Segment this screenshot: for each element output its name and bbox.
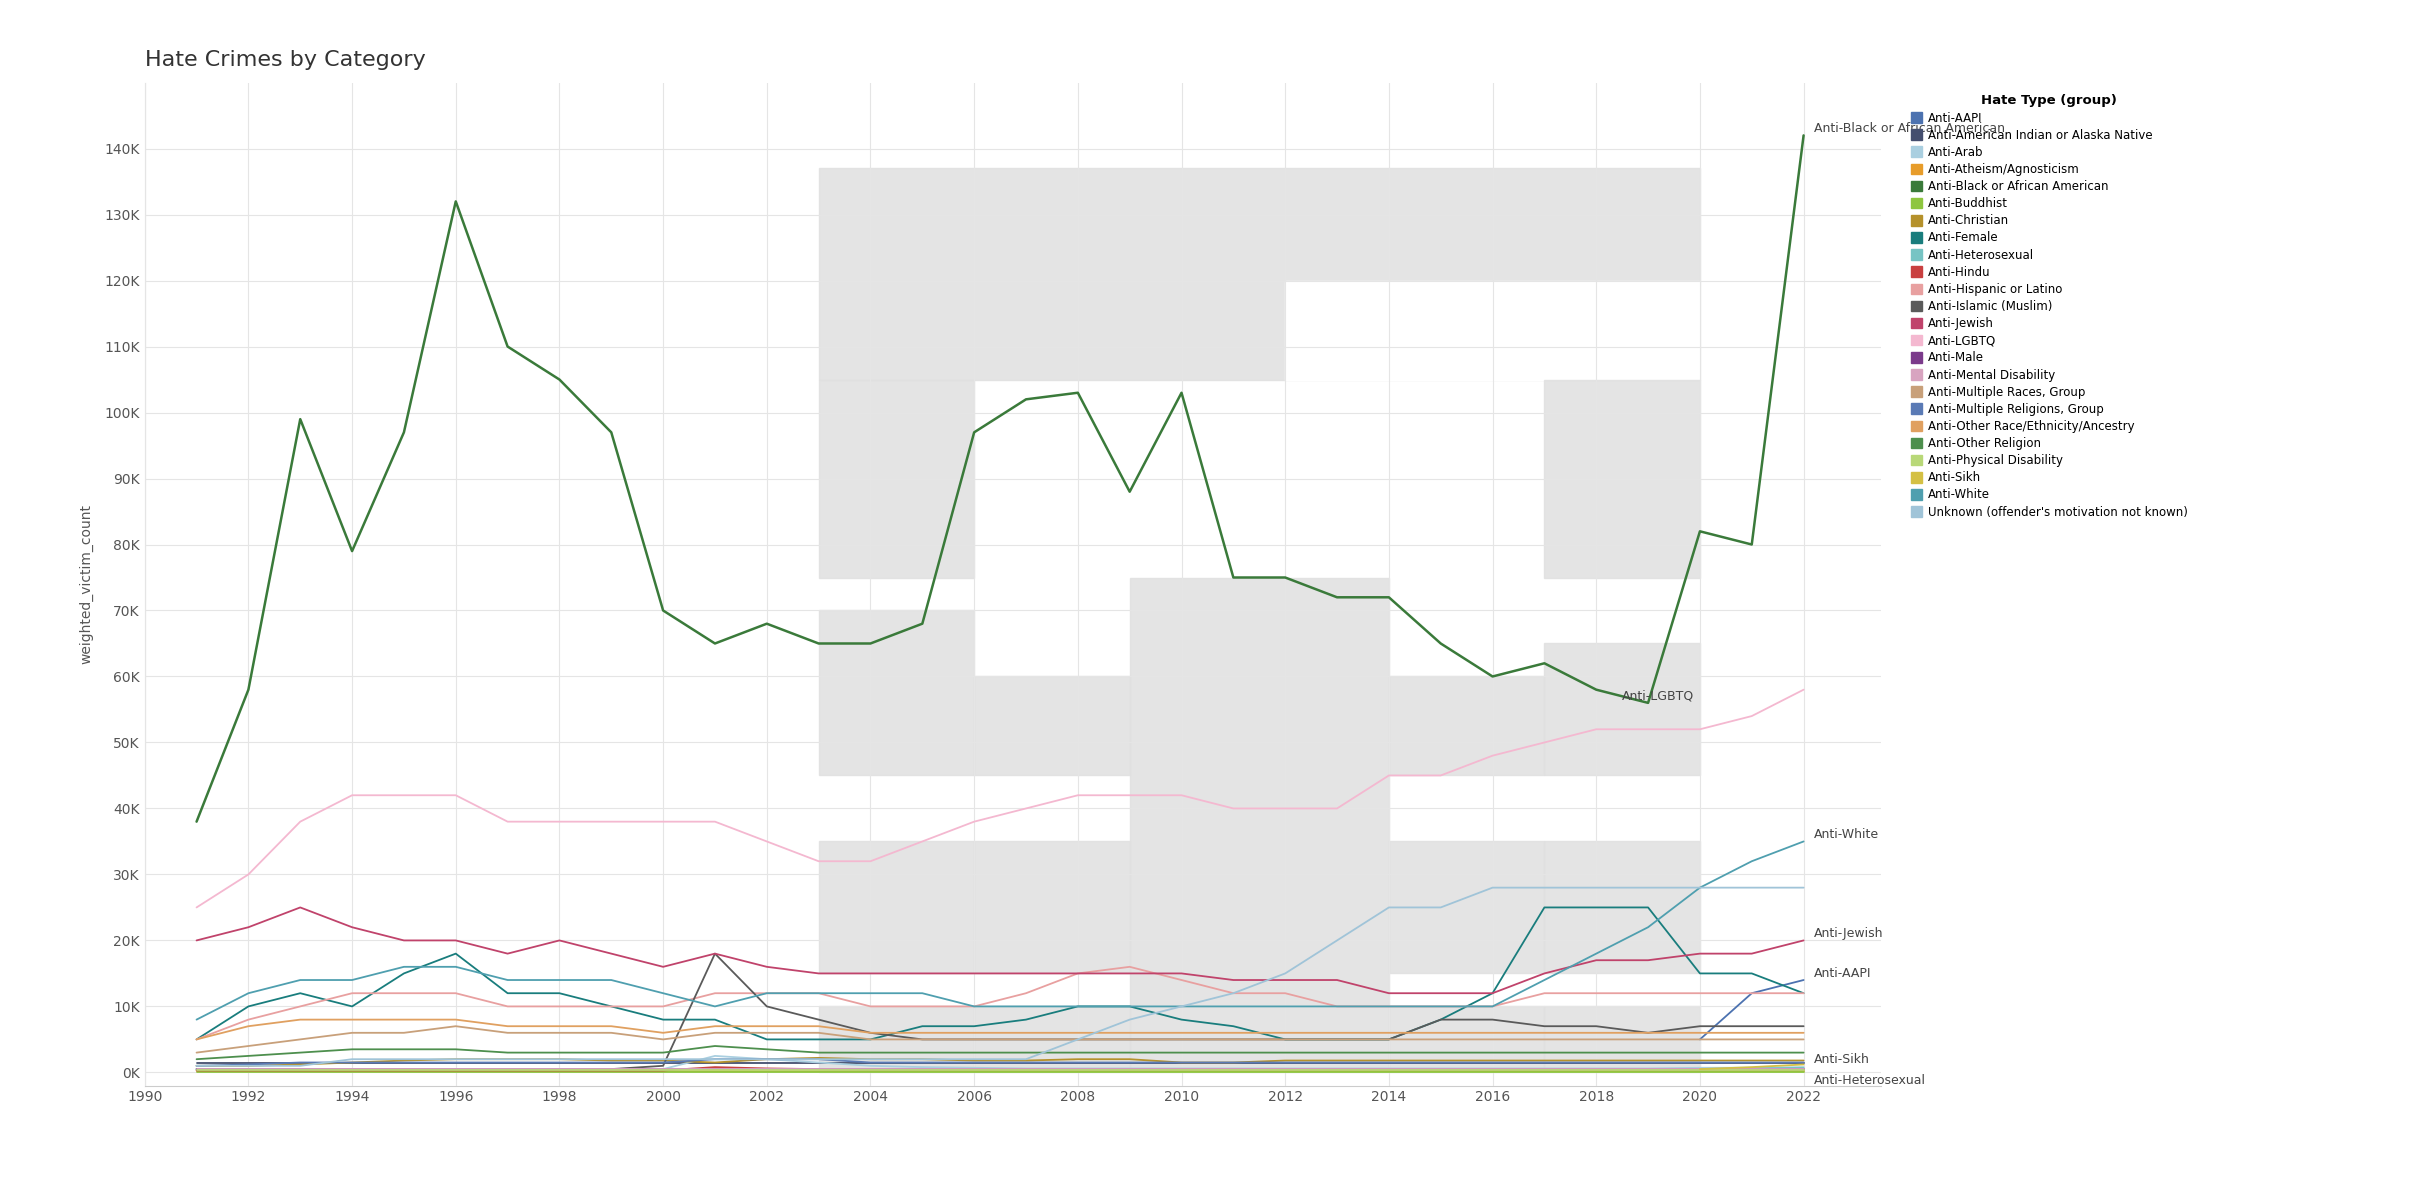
Legend: Anti-AAPI, Anti-American Indian or Alaska Native, Anti-Arab, Anti-Atheism/Agnost: Anti-AAPI, Anti-American Indian or Alask… bbox=[1905, 88, 2195, 524]
Bar bbox=[1389, 676, 1544, 775]
Bar bbox=[1129, 577, 1389, 1073]
Bar bbox=[1544, 643, 1700, 775]
Bar bbox=[818, 841, 974, 973]
Bar bbox=[1389, 841, 1544, 973]
Bar bbox=[1389, 1007, 1544, 1073]
Text: Anti-Sikh: Anti-Sikh bbox=[1814, 1053, 1869, 1066]
Bar bbox=[1544, 380, 1700, 577]
Text: Anti-AAPI: Anti-AAPI bbox=[1814, 966, 1872, 979]
Bar bbox=[818, 610, 974, 775]
Bar bbox=[1544, 841, 1700, 973]
Bar bbox=[974, 841, 1129, 973]
Bar bbox=[974, 676, 1129, 775]
Text: Anti-LGBTQ: Anti-LGBTQ bbox=[1623, 690, 1693, 703]
Bar bbox=[1286, 281, 1700, 380]
Bar bbox=[818, 169, 1700, 380]
Bar bbox=[818, 380, 974, 577]
Bar bbox=[974, 1007, 1129, 1073]
Text: Anti-Jewish: Anti-Jewish bbox=[1814, 927, 1884, 940]
Text: Anti-Heterosexual: Anti-Heterosexual bbox=[1814, 1074, 1925, 1087]
Text: Hate Crimes by Category: Hate Crimes by Category bbox=[145, 50, 425, 70]
Bar bbox=[1544, 1007, 1700, 1073]
Text: Anti-Black or African American: Anti-Black or African American bbox=[1814, 123, 2004, 136]
Y-axis label: weighted_victim_count: weighted_victim_count bbox=[80, 504, 94, 664]
Text: Anti-White: Anti-White bbox=[1814, 828, 1879, 841]
Bar bbox=[818, 1007, 974, 1073]
